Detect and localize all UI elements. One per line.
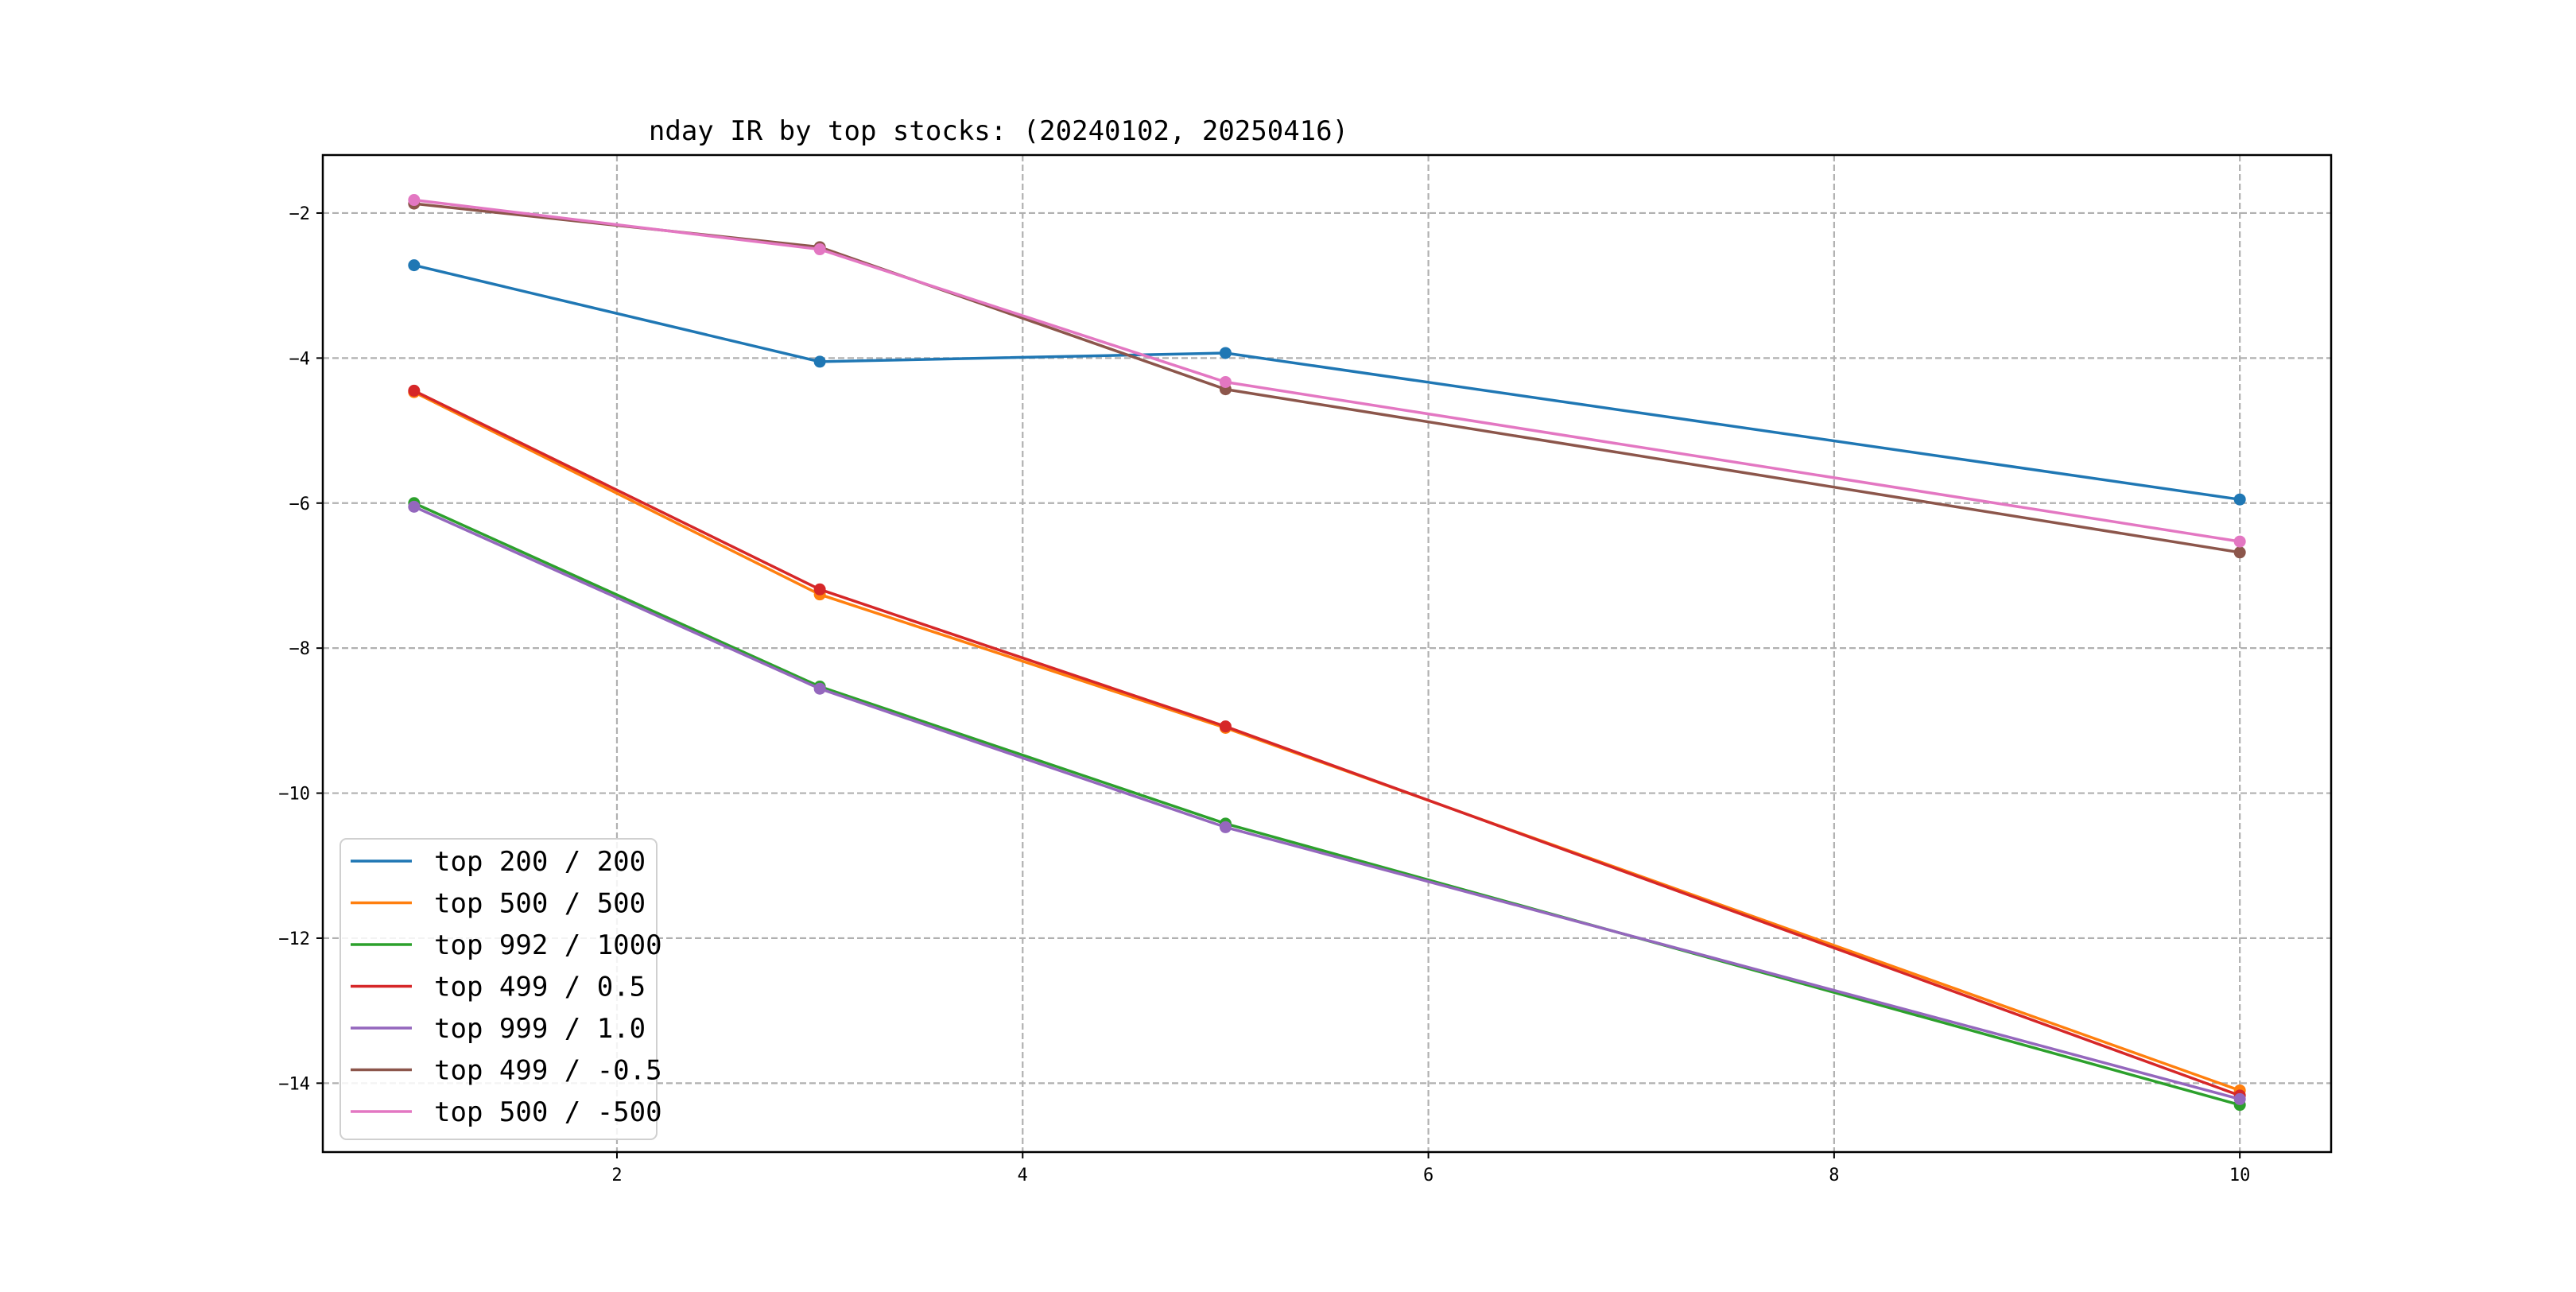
series-group: [408, 386, 2246, 1096]
legend: top 200 / 200 top 500 / 500 top 992 / 1000…: [339, 838, 662, 1140]
series-line: [413, 502, 2240, 1107]
y-tick-label: −2: [289, 204, 311, 224]
data-point: [2233, 546, 2246, 559]
legend-label: top 200 / 200: [434, 846, 646, 878]
data-point: [2233, 1092, 2246, 1105]
series-line: [413, 389, 2240, 1097]
series-group: [408, 500, 2246, 1105]
data-point: [813, 355, 826, 368]
x-tick-label: 6: [1423, 1166, 1433, 1185]
series-line: [413, 263, 2240, 501]
data-point: [1219, 347, 1232, 359]
chart-title: nday IR by top stocks: (20240102, 202504…: [649, 115, 1348, 147]
data-point: [2233, 493, 2246, 506]
legend-label: top 499 / 0.5: [434, 972, 646, 1003]
legend-label: top 992 / 1000: [434, 929, 662, 961]
y-tick-label: −4: [289, 349, 311, 369]
data-point: [2233, 535, 2246, 548]
data-point: [1219, 821, 1232, 833]
legend-label: top 999 / 1.0: [434, 1013, 646, 1045]
plot-area-frame: [321, 153, 2333, 1154]
series-group: [408, 497, 2246, 1112]
data-point: [813, 243, 826, 256]
series-group: [408, 194, 2246, 548]
x-tick-label: 4: [1018, 1166, 1028, 1185]
series-lines: [408, 194, 2246, 1112]
y-tick-label: −6: [289, 495, 311, 514]
y-tick-label: −8: [289, 639, 311, 659]
series-group: [408, 197, 2246, 559]
data-point: [408, 384, 421, 397]
data-point: [408, 500, 421, 513]
data-point: [1219, 720, 1232, 733]
x-tick-label: 2: [611, 1166, 622, 1185]
data-point: [1219, 375, 1232, 388]
series-group: [408, 259, 2246, 506]
y-tick-label: −14: [278, 1074, 310, 1094]
data-point: [813, 583, 826, 596]
data-point: [408, 194, 421, 207]
y-tick-label: −12: [278, 929, 310, 949]
legend-label: top 500 / 500: [434, 888, 646, 920]
legend-box: [339, 838, 658, 1140]
legend-label: top 499 / -0.5: [434, 1055, 662, 1087]
series-line: [413, 390, 2240, 1092]
series-line: [413, 202, 2240, 554]
x-tick-label: 10: [2229, 1166, 2251, 1185]
data-point: [813, 682, 826, 695]
data-point: [408, 259, 421, 272]
series-line: [413, 505, 2240, 1101]
x-tick-label: 8: [1829, 1166, 1839, 1185]
series-line: [413, 198, 2240, 543]
legend-label: top 500 / -500: [434, 1096, 662, 1128]
y-tick-label: −10: [278, 785, 310, 805]
axis-ticks: 2 4 6 8 10 −2 −4 −6 −8 −10 −12 −14: [278, 204, 2250, 1185]
